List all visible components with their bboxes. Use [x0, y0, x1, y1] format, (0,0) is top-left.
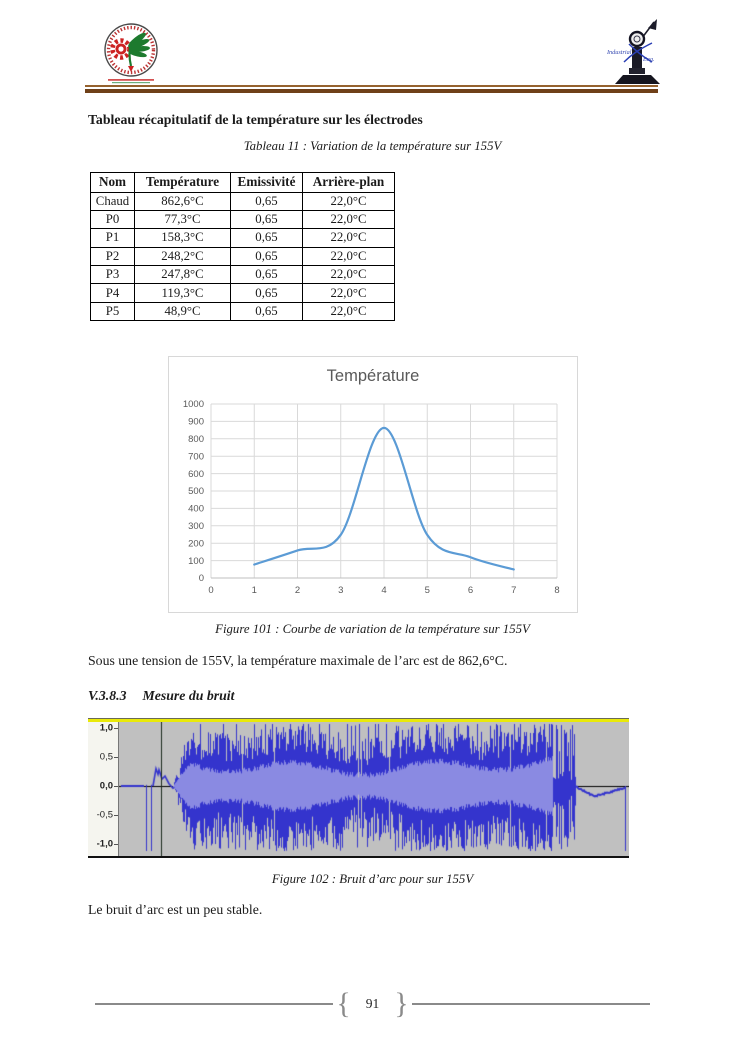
waveform-amplitude-ruler: 1,0 0,5 0,0 -0,5 -1,0: [88, 722, 119, 856]
svg-text:700: 700: [188, 451, 204, 462]
svg-text:500: 500: [188, 486, 204, 497]
footer-rule-right: [411, 1003, 650, 1005]
table-cell: 22,0°C: [302, 228, 395, 248]
table-cell: P2: [90, 246, 135, 267]
table-cell: 77,3°C: [134, 209, 231, 230]
temperature-table: Nom Température Emissivité Arrière-plan Cha…: [90, 172, 395, 322]
ruler-label: -0,5: [96, 809, 113, 821]
column-header: Emissivité: [230, 172, 303, 193]
svg-text:Industrial: Industrial: [606, 49, 632, 56]
table-cell: 22,0°C: [302, 209, 395, 230]
ruler-label: 0,5: [99, 751, 113, 763]
table-cell: P5: [90, 301, 135, 322]
ruler-label: 1,0: [99, 722, 113, 734]
svg-text:6: 6: [468, 585, 473, 596]
table-cell: 0,65: [230, 191, 303, 211]
table-cell: 248,2°C: [134, 246, 231, 267]
table-cell: P1: [90, 228, 135, 248]
table-cell: 0,65: [230, 283, 303, 303]
svg-text:8: 8: [554, 585, 559, 596]
table-cell: 862,6°C: [134, 191, 231, 211]
table-cell: 48,9°C: [134, 301, 231, 322]
table-cell: 0,65: [230, 228, 303, 248]
waveform-plot: [119, 722, 629, 856]
table-cell: 119,3°C: [134, 283, 231, 303]
chart-plot-area: 0 100 200 300 400 500 600 700 800 900 1000 0 1 2 3 4 5 6 7…: [183, 399, 560, 596]
section-number: V.3.8.3: [88, 688, 127, 703]
ruler-label: -1,0: [96, 838, 113, 850]
header-divider: [85, 85, 658, 93]
footer-rule-left: [95, 1003, 334, 1005]
svg-text:300: 300: [188, 521, 204, 532]
column-header: Nom: [90, 172, 135, 193]
svg-text:3: 3: [338, 585, 343, 596]
university-logo-icon: [104, 23, 158, 84]
table-cell: 22,0°C: [302, 191, 395, 211]
svg-text:400: 400: [188, 504, 204, 515]
table-row: P5 48,9°C 0,65 22,0°C: [90, 301, 395, 322]
ruler-tick: [114, 786, 118, 787]
table-cell: 22,0°C: [302, 283, 395, 303]
table-cell: 0,65: [230, 209, 303, 230]
column-header: Arrière-plan: [302, 172, 395, 193]
page-number-right-bracket: }: [394, 987, 409, 1020]
svg-text:100: 100: [188, 556, 204, 567]
paragraph-temperature: Sous une tension de 155V, la température…: [88, 653, 508, 668]
section-heading: V.3.8.3 Mesure du bruit: [88, 688, 234, 704]
table-cell: P0: [90, 209, 135, 230]
table-cell: 0,65: [230, 265, 303, 285]
svg-text:0: 0: [199, 573, 204, 584]
table-cell: 22,0°C: [302, 265, 395, 285]
table-row: P3 247,8°C 0,65 22,0°C: [90, 265, 395, 285]
table-cell: 22,0°C: [302, 246, 395, 267]
svg-text:5: 5: [425, 585, 430, 596]
table-cell: P4: [90, 283, 135, 303]
svg-text:600: 600: [188, 469, 204, 480]
table-row: Chaud 862,6°C 0,65 22,0°C: [90, 191, 395, 211]
page-number: 91: [365, 996, 380, 1011]
table-row: P1 158,3°C 0,65 22,0°C: [90, 228, 395, 248]
waveform-top-border: [88, 718, 629, 722]
table-header-row: Nom Température Emissivité Arrière-plan: [90, 172, 395, 193]
paragraph-noise: Le bruit d’arc est un peu stable.: [88, 902, 263, 917]
svg-text:1: 1: [252, 585, 257, 596]
table-cell: 0,65: [230, 246, 303, 267]
temperature-chart-figure: 0 100 200 300 400 500 600 700 800 900 1000 0 1 2 3 4 5 6 7…: [168, 356, 578, 613]
table-row: P0 77,3°C 0,65 22,0°C: [90, 209, 395, 230]
section-title: Mesure du bruit: [142, 688, 235, 703]
table-cell: 158,3°C: [134, 228, 231, 248]
ruler-tick: [114, 815, 118, 816]
column-header: Température: [134, 172, 231, 193]
engineering-logo-icon: Industrial Eng.: [606, 19, 660, 84]
svg-text:900: 900: [188, 417, 204, 428]
table-caption: Tableau 11 : Variation de la température…: [243, 139, 502, 153]
ruler-tick: [114, 757, 118, 758]
svg-text:Eng.: Eng.: [642, 56, 655, 63]
table-cell: 22,0°C: [302, 301, 395, 322]
svg-text:0: 0: [208, 585, 213, 596]
table-cell: Chaud: [90, 191, 135, 211]
page-number-left-bracket: {: [336, 987, 351, 1020]
table-cell: 0,65: [230, 301, 303, 322]
page-title: Tableau récapitulatif de la température …: [88, 112, 423, 127]
ruler-tick: [114, 844, 118, 845]
chart-title: Température: [326, 367, 420, 385]
ruler-label: 0,0: [99, 780, 113, 792]
table-cell: 247,8°C: [134, 265, 231, 285]
table-cell: P3: [90, 265, 135, 285]
svg-text:800: 800: [188, 434, 204, 445]
table-row: P2 248,2°C 0,65 22,0°C: [90, 246, 395, 267]
page-footer: { 91 }: [95, 989, 650, 1019]
noise-waveform-figure: 1,0 0,5 0,0 -0,5 -1,0: [88, 718, 629, 858]
figure-101-caption: Figure 101 : Courbe de variation de la t…: [215, 622, 530, 636]
svg-text:1000: 1000: [183, 399, 204, 410]
svg-text:4: 4: [381, 585, 386, 596]
figure-102-caption: Figure 102 : Bruit d’arc pour sur 155V: [271, 872, 474, 886]
svg-text:7: 7: [511, 585, 516, 596]
svg-text:2: 2: [295, 585, 300, 596]
svg-text:200: 200: [188, 538, 204, 549]
ruler-tick: [114, 728, 118, 729]
table-row: P4 119,3°C 0,65 22,0°C: [90, 283, 395, 303]
